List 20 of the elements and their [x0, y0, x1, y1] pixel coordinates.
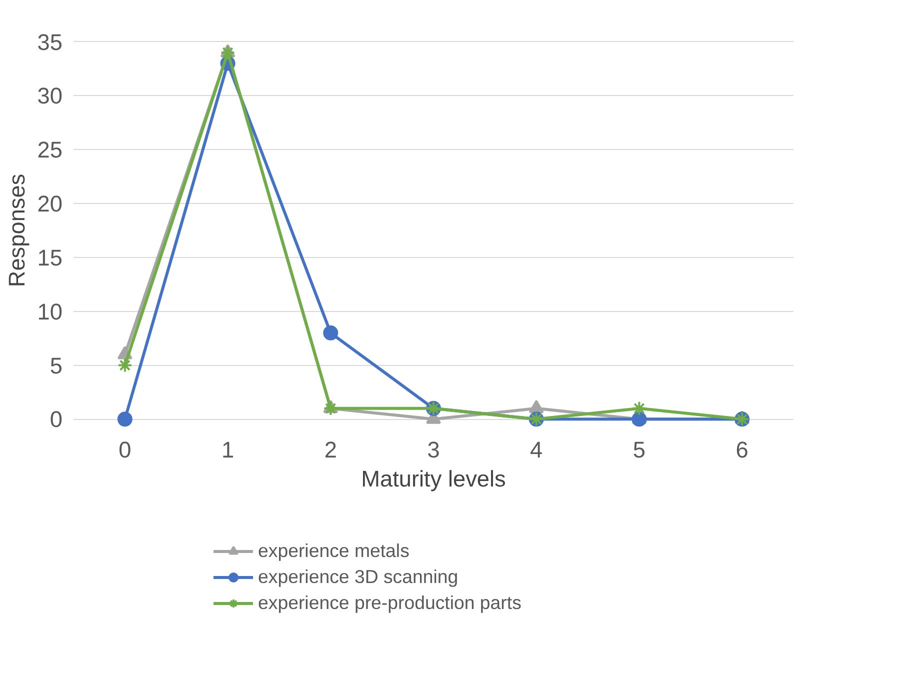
- y-tick-label: 20: [37, 190, 62, 217]
- y-axis-title: Responses: [3, 174, 30, 288]
- legend-label: experience pre-production parts: [258, 592, 522, 614]
- x-tick-label: 6: [736, 436, 748, 462]
- x-tick-label: 4: [530, 436, 543, 462]
- x-axis-title: Maturity levels: [361, 466, 506, 492]
- x-tick-label: 1: [221, 436, 234, 462]
- y-tick-label: 35: [37, 28, 62, 55]
- y-tick-label: 5: [50, 352, 63, 378]
- y-tick-label: 30: [37, 82, 62, 109]
- y-tick-label: 25: [37, 136, 62, 163]
- x-tick-label: 0: [118, 436, 132, 462]
- x-tick-label: 3: [427, 436, 440, 462]
- y-tick-label: 10: [37, 298, 62, 324]
- y-tick-label: 15: [37, 244, 62, 270]
- x-tick-label: 2: [324, 436, 337, 462]
- legend-label: experience metals: [258, 540, 410, 562]
- x-tick-label: 5: [632, 436, 646, 462]
- y-tick-label: 0: [50, 406, 63, 432]
- legend-label: experience 3D scanning: [258, 566, 458, 588]
